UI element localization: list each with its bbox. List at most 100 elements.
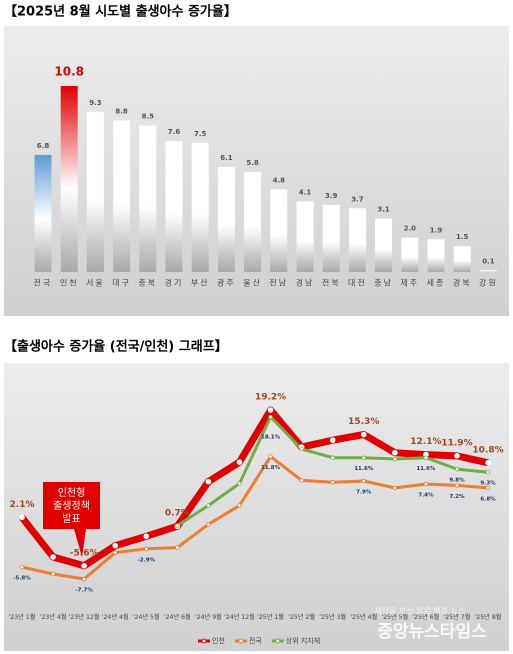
point (50, 571, 56, 577)
x-tick-label: '25년 7월 (444, 613, 471, 621)
value-label: 11.6% (416, 466, 436, 472)
value-label: 10.8% (472, 445, 503, 455)
x-tick-label: 경기 (165, 278, 184, 288)
x-tick-label: '23년 1월 (9, 613, 36, 621)
value-label: 0.1 (482, 257, 495, 265)
x-tick-label: '23년 4월 (40, 613, 67, 621)
x-tick-label: 강원 (479, 278, 498, 288)
x-tick-label: 울산 (243, 278, 262, 288)
value-label: 0.7% (165, 509, 190, 519)
x-tick-label: '24년 4월 (102, 613, 129, 621)
x-tick-label: 전국 (34, 278, 53, 288)
value-label: 7.6 (168, 128, 181, 136)
x-tick-label: '24년 12월 (224, 613, 255, 621)
x-tick-label: 전북 (322, 278, 341, 288)
value-label: 4.1 (299, 188, 312, 196)
bar (322, 204, 340, 272)
x-tick-label: '25년 4월 (350, 613, 377, 621)
point (423, 451, 429, 458)
x-tick-label: '25년 5월 (381, 613, 408, 621)
x-tick-label: 부산 (191, 278, 210, 288)
point (112, 542, 119, 549)
x-tick-label: 서울 (86, 279, 105, 288)
x-tick-label: 충남 (374, 279, 393, 288)
point (423, 481, 429, 487)
value-label: 2.1% (10, 500, 35, 510)
value-label: 1.9 (430, 226, 443, 234)
value-label: 8.5 (142, 113, 155, 121)
value-label: 6.8% (480, 496, 496, 502)
point (299, 478, 304, 483)
value-label: 3.7 (351, 195, 364, 203)
point (329, 437, 336, 443)
annotation: 발표 (62, 513, 80, 525)
point (206, 503, 211, 508)
value-label: 11.9% (441, 438, 472, 448)
point (143, 533, 150, 540)
x-tick-label: '25년 8월 (475, 613, 502, 621)
point (454, 483, 460, 488)
annotation-pointer (74, 529, 86, 557)
value-label: 9.8% (449, 478, 465, 484)
value-label: 12.1% (410, 437, 441, 447)
point (19, 564, 25, 570)
x-tick-label: 대전 (348, 278, 367, 288)
point (268, 414, 273, 420)
x-tick-label: '24년 5월 (133, 613, 160, 621)
point (205, 478, 212, 485)
x-tick-label: '25년 3월 (319, 613, 346, 621)
x-tick-label: 경남 (296, 278, 315, 288)
x-tick-label: '24년 6월 (164, 613, 191, 621)
x-tick-label: 제주 (400, 279, 419, 288)
point (236, 459, 243, 465)
point (330, 455, 335, 460)
annotation-box (43, 482, 100, 529)
x-tick-label: '23년 12월 (69, 613, 100, 621)
x-tick-label: '25년 1월 (257, 613, 284, 621)
point (81, 576, 87, 582)
bar (401, 237, 419, 272)
value-label: 4.8 (273, 176, 286, 184)
value-label: 2.0 (404, 225, 417, 233)
bar (427, 239, 445, 272)
value-label: 8.8 (115, 107, 128, 115)
bar (191, 142, 209, 272)
bar (86, 111, 104, 272)
watermark: 중앙뉴스타임스 (377, 621, 487, 642)
value-label: 6.1 (220, 154, 233, 162)
value-label: 7.9% (356, 489, 372, 495)
legend-label: 인천 (212, 636, 225, 645)
value-label: -2.9% (138, 557, 156, 563)
x-tick-label: '24년 9월 (195, 613, 222, 621)
annotation: 출생정책 (53, 500, 90, 512)
value-label: 3.1 (377, 206, 390, 214)
line-chart-title: 【출생아수 증가율 (전국/인천) 그래프】 (4, 339, 228, 355)
x-tick-label: '25년 2월 (288, 613, 315, 621)
value-label: -7.7% (75, 588, 93, 594)
bar (375, 218, 393, 272)
bar (113, 120, 131, 272)
x-tick-label: 인천 (60, 278, 79, 288)
bar (217, 166, 235, 272)
x-tick-label: '25년 6월 (412, 613, 439, 621)
bar (60, 86, 78, 272)
legend-marker (238, 638, 244, 644)
bar (165, 141, 183, 272)
value-label: -5.8% (13, 576, 31, 582)
point (423, 455, 429, 460)
value-label: 6.8 (37, 142, 50, 150)
bar (453, 246, 471, 272)
x-tick-label: 충북 (138, 279, 157, 288)
legend-label: 전국 (249, 636, 262, 645)
point (50, 554, 56, 560)
point (113, 550, 118, 555)
point (360, 431, 367, 438)
value-label: 10.8 (54, 65, 84, 79)
bar (479, 270, 497, 272)
bar (244, 172, 262, 272)
value-label: 7.5 (194, 130, 207, 138)
x-tick-label: 전남 (269, 278, 288, 288)
value-label: 18.1% (261, 434, 281, 440)
point (175, 523, 180, 528)
